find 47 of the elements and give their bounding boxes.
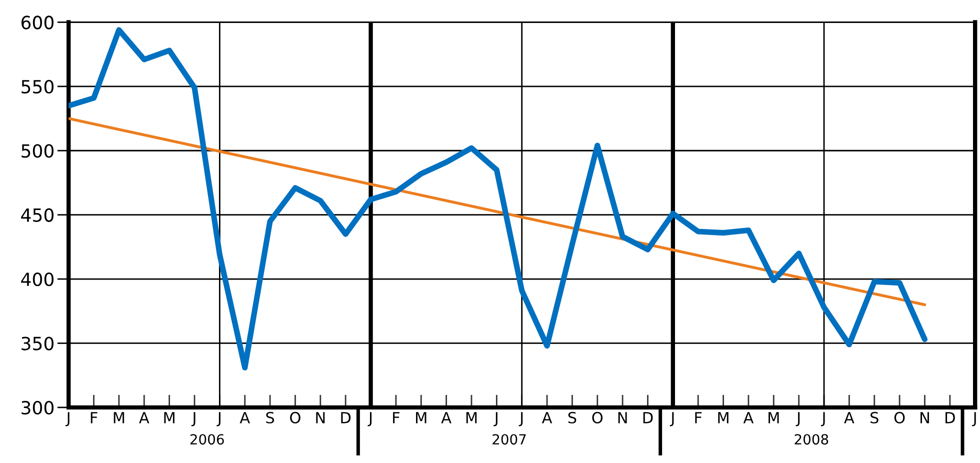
x-tick-label: J <box>216 412 220 426</box>
x-tick-label: S <box>568 412 576 424</box>
x-tick-label: M <box>114 412 124 424</box>
text: 2006 <box>190 434 224 445</box>
y-tick-label: 450 <box>21 208 54 222</box>
x-tick-label: M <box>416 412 426 424</box>
x-tick-label: J <box>368 412 372 426</box>
y-tick-label: 300 <box>22 400 54 415</box>
x-tick-label: A <box>441 412 452 424</box>
x-tick-label: J <box>518 412 523 426</box>
y-tick-label: 350 <box>22 336 54 350</box>
x-tick-label: F <box>393 412 400 424</box>
x-tick-label: A <box>844 412 854 424</box>
x-tick-label: D <box>341 412 351 424</box>
x-tick-label: J <box>670 412 674 426</box>
x-tick-label: M <box>466 412 477 424</box>
x-tick-label: N <box>316 412 325 424</box>
x-tick-label: A <box>139 412 150 424</box>
x-tick-label: A <box>743 412 754 424</box>
x-tick-label: O <box>290 412 300 424</box>
x-tick-label: J <box>796 412 800 426</box>
x-tick-label: M <box>718 412 728 424</box>
x-tick-label: J <box>66 412 70 426</box>
x-tick-label: M <box>768 412 779 424</box>
x-tick-label: D <box>643 412 653 424</box>
x-tick-label: O <box>894 412 905 424</box>
x-tick-label: A <box>240 412 250 424</box>
x-tick-label: J <box>191 412 196 426</box>
x-tick-label: N <box>618 412 627 424</box>
x-tick-label: J <box>494 412 498 426</box>
x-tick-label: A <box>542 412 552 424</box>
y-tick-label: 600 <box>22 16 54 30</box>
text: 2008 <box>794 434 828 445</box>
x-tick-label: F <box>695 412 702 424</box>
y-tick-label: 550 <box>22 80 54 94</box>
x-tick-label: J <box>820 412 825 426</box>
y-tick-label: 500 <box>22 144 54 158</box>
x-tick-label: J <box>972 412 976 426</box>
y-tick-label: 400 <box>21 272 54 286</box>
text: 2007 <box>492 434 526 445</box>
x-tick-label: N <box>920 412 929 424</box>
x-tick-label: D <box>946 412 955 424</box>
x-tick-label: F <box>90 412 98 424</box>
x-tick-label: S <box>266 412 274 424</box>
x-tick-label: M <box>164 412 174 424</box>
x-tick-label: S <box>870 412 878 424</box>
x-tick-label: O <box>592 412 603 424</box>
